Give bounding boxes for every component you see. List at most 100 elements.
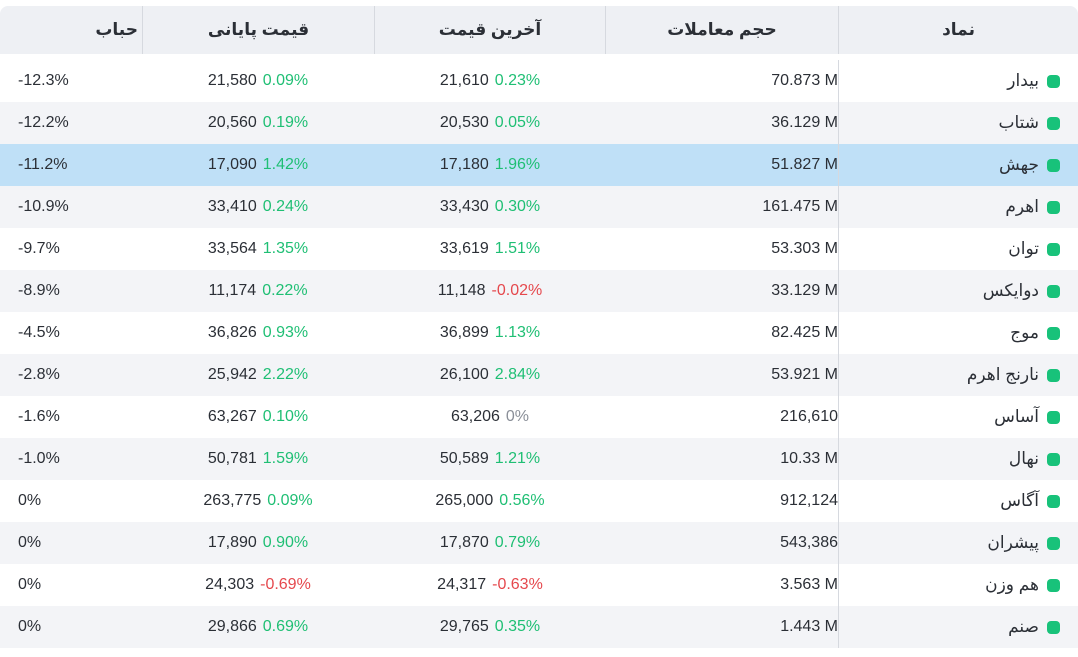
close-price-value: 63,267	[207, 408, 257, 425]
table-row[interactable]: نارنج اهرم 53.921 M 26,100 2.84% 25,942 2.22%…	[0, 354, 1078, 396]
symbol-name[interactable]: صنم	[1008, 617, 1039, 636]
volume-cell: 36.129 M	[606, 102, 838, 144]
symbol-cell[interactable]: نارنج اهرم	[838, 354, 1078, 396]
symbol-name[interactable]: نهال	[1008, 449, 1039, 468]
symbol-cell[interactable]: بیدار	[838, 60, 1078, 102]
symbol-cell[interactable]: توان	[838, 228, 1078, 270]
volume-value: 543,386	[780, 534, 838, 551]
close-price-value: 21,580	[207, 72, 257, 89]
symbol-name[interactable]: آگاس	[1000, 491, 1039, 510]
symbol-name[interactable]: پیشران	[987, 533, 1039, 552]
bubble-cell: -11.2%	[0, 144, 142, 186]
table-row[interactable]: بیدار 70.873 M 21,610 0.23% 21,580 0.09% -12.3…	[0, 60, 1078, 102]
symbol-name[interactable]: بیدار	[1007, 71, 1039, 90]
table-row[interactable]: صنم 1.443 M 29,765 0.35% 29,866 0.69% 0%	[0, 606, 1078, 648]
symbol-name[interactable]: شتاب	[998, 113, 1039, 132]
close-price-value: 20,560	[207, 114, 257, 131]
last-price-cell: 24,317 -0.63%	[374, 564, 606, 606]
bubble-value: -12.3%	[18, 72, 69, 89]
last-price-value: 33,619	[439, 240, 489, 257]
table-row[interactable]: پیشران 543,386 17,870 0.79% 17,890 0.90% 0%	[0, 522, 1078, 564]
last-price-cell: 33,430 0.30%	[374, 186, 606, 228]
status-dot-icon	[1047, 578, 1060, 592]
bubble-cell: -12.2%	[0, 102, 142, 144]
last-price-change: 0.35%	[494, 618, 541, 635]
table-row[interactable]: جهش 51.827 M 17,180 1.96% 17,090 1.42% -11.2%	[0, 144, 1078, 186]
symbol-cell[interactable]: هم وزن	[838, 564, 1078, 606]
volume-value: 51.827 M	[771, 156, 838, 173]
bubble-value: -12.2%	[18, 114, 69, 131]
table-row[interactable]: آگاس 912,124 265,000 0.56% 263,775 0.09% 0%	[0, 480, 1078, 522]
close-price-cell: 50,781 1.59%	[142, 438, 374, 480]
last-price-cell: 26,100 2.84%	[374, 354, 606, 396]
table-row[interactable]: نهال 10.33 M 50,589 1.21% 50,781 1.59% -1.0%	[0, 438, 1078, 480]
close-price-cell: 25,942 2.22%	[142, 354, 374, 396]
symbol-cell[interactable]: اهرم	[838, 186, 1078, 228]
table-row[interactable]: آساس 216,610 63,206 0% 63,267 0.10% -1.6%	[0, 396, 1078, 438]
volume-value: 912,124	[780, 492, 838, 509]
bubble-value: -1.6%	[18, 408, 60, 425]
symbol-name[interactable]: آساس	[994, 407, 1039, 426]
bubble-cell: -1.6%	[0, 396, 142, 438]
close-price-cell: 24,303 -0.69%	[142, 564, 374, 606]
header-close-price[interactable]: قیمت پایانی	[142, 6, 374, 54]
header-last-price[interactable]: آخرین قیمت	[374, 6, 606, 54]
header-bubble[interactable]: حباب	[95, 20, 138, 39]
bubble-cell: -1.0%	[0, 438, 142, 480]
close-price-value: 17,090	[207, 156, 257, 173]
symbol-cell[interactable]: شتاب	[838, 102, 1078, 144]
last-price-cell: 33,619 1.51%	[374, 228, 606, 270]
table-row[interactable]: موج 82.425 M 36,899 1.13% 36,826 0.93% -4.5%	[0, 312, 1078, 354]
symbol-cell[interactable]: دوایکس	[838, 270, 1078, 312]
volume-cell: 70.873 M	[606, 60, 838, 102]
status-dot-icon	[1047, 284, 1060, 298]
last-price-value: 20,530	[439, 114, 489, 131]
table-row[interactable]: اهرم 161.475 M 33,430 0.30% 33,410 0.24% -10.9…	[0, 186, 1078, 228]
bubble-cell: -10.9%	[0, 186, 142, 228]
table-row[interactable]: توان 53.303 M 33,619 1.51% 33,564 1.35% -9.7%	[0, 228, 1078, 270]
symbol-cell[interactable]: آگاس	[838, 480, 1078, 522]
symbol-cell[interactable]: جهش	[838, 144, 1078, 186]
bubble-cell: 0%	[0, 564, 142, 606]
symbol-name[interactable]: اهرم	[1005, 197, 1039, 216]
close-price-change: 1.35%	[262, 240, 309, 257]
close-price-cell: 263,775 0.09%	[142, 480, 374, 522]
close-price-change: 0.22%	[262, 282, 308, 299]
symbol-name[interactable]: موج	[1010, 323, 1039, 342]
close-price-cell: 33,564 1.35%	[142, 228, 374, 270]
close-price-cell: 17,090 1.42%	[142, 144, 374, 186]
close-price-cell: 21,580 0.09%	[142, 60, 374, 102]
close-price-change: 0.24%	[262, 198, 309, 215]
header-symbol[interactable]: نماد	[838, 6, 1078, 54]
close-price-value: 17,890	[207, 534, 257, 551]
volume-value: 161.475 M	[762, 198, 838, 215]
bubble-value: -11.2%	[18, 156, 68, 173]
close-price-change: 1.59%	[262, 450, 309, 467]
close-price-value: 25,942	[207, 366, 257, 383]
symbol-cell[interactable]: نهال	[838, 438, 1078, 480]
bubble-value: -8.9%	[18, 282, 60, 299]
bubble-value: 0%	[18, 492, 42, 509]
table-row[interactable]: دوایکس 33.129 M 11,148 -0.02% 11,174 0.22% -8.…	[0, 270, 1078, 312]
symbol-name[interactable]: توان	[1008, 239, 1039, 258]
symbol-name[interactable]: جهش	[998, 155, 1039, 174]
symbol-name[interactable]: دوایکس	[982, 281, 1039, 300]
bubble-cell: -4.5%	[0, 312, 142, 354]
table-body: بیدار 70.873 M 21,610 0.23% 21,580 0.09% -12.3…	[0, 60, 1078, 648]
symbol-cell[interactable]: پیشران	[838, 522, 1078, 564]
bubble-cell: -12.3%	[0, 60, 142, 102]
symbol-name[interactable]: نارنج اهرم	[966, 365, 1039, 384]
last-price-change: 1.21%	[494, 450, 541, 467]
last-price-value: 17,180	[439, 156, 489, 173]
table-row[interactable]: شتاب 36.129 M 20,530 0.05% 20,560 0.19% -12.2%	[0, 102, 1078, 144]
symbol-cell[interactable]: موج	[838, 312, 1078, 354]
symbol-name[interactable]: هم وزن	[985, 575, 1039, 594]
symbol-cell[interactable]: صنم	[838, 606, 1078, 648]
last-price-value: 36,899	[439, 324, 489, 341]
symbol-cell[interactable]: آساس	[838, 396, 1078, 438]
status-dot-icon	[1047, 620, 1060, 634]
close-price-value: 33,410	[207, 198, 257, 215]
table-row[interactable]: هم وزن 3.563 M 24,317 -0.63% 24,303 -0.69% 0%	[0, 564, 1078, 606]
close-price-value: 11,174	[208, 282, 257, 299]
header-volume[interactable]: حجم معاملات	[667, 20, 777, 39]
